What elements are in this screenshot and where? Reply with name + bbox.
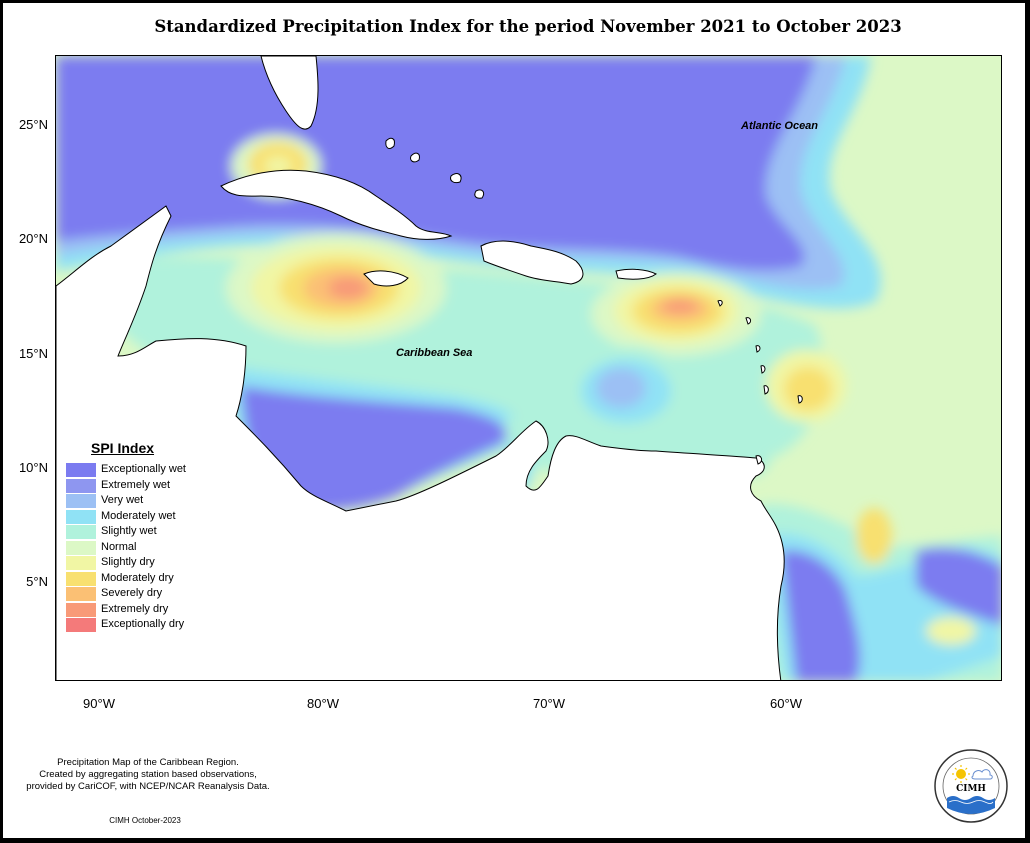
legend-swatch — [66, 602, 96, 617]
credit-line-2: Created by aggregating station based obs… — [39, 769, 257, 780]
credit-text: Precipitation Map of the Caribbean Regio… — [6, 757, 290, 793]
lat-tick-15n: 15°N — [18, 346, 48, 361]
map-title: Standardized Precipitation Index for the… — [154, 17, 902, 36]
legend-swatch — [66, 571, 96, 586]
lat-tick-5n: 5°N — [26, 574, 48, 589]
legend-swatch — [66, 540, 96, 555]
legend-swatch — [66, 509, 96, 524]
legend-label: Moderately wet — [101, 509, 176, 522]
lon-tick-80w: 80°W — [307, 696, 339, 711]
lon-tick-70w: 70°W — [533, 696, 565, 711]
legend-label: Extremely wet — [101, 478, 171, 491]
legend-label: Slightly dry — [101, 556, 155, 568]
lat-tick-10n: 10°N — [18, 460, 48, 475]
caribbean-sea-label: Caribbean Sea — [396, 347, 473, 359]
legend-label: Moderately dry — [101, 571, 174, 584]
land-masses — [56, 56, 803, 680]
legend-label: Extremely dry — [101, 602, 169, 615]
legend-label: Exceptionally wet — [101, 463, 186, 475]
legend-title: SPI Index — [91, 440, 155, 456]
legend-swatch — [66, 494, 96, 508]
legend-swatch — [66, 587, 96, 601]
lon-tick-90w: 90°W — [83, 696, 115, 711]
spi-map: Atlantic Ocean Caribbean Sea — [55, 55, 1002, 681]
legend-label: Normal — [101, 540, 137, 553]
logo-text: CIMH — [956, 784, 986, 794]
legend-label: Exceptionally dry — [101, 618, 185, 630]
credit-line-3: provided by CariCOF, with NCEP/NCAR Rean… — [26, 781, 270, 792]
legend-swatch — [66, 478, 96, 493]
legend-swatch — [66, 463, 96, 477]
legend-swatch — [66, 556, 96, 570]
lat-tick-20n: 20°N — [18, 231, 48, 246]
credit-date: CIMH October-2023 — [109, 816, 181, 825]
spi-map-canvas — [56, 56, 1001, 680]
legend-swatch — [66, 525, 96, 539]
legend-label: Severely dry — [101, 587, 163, 599]
legend-swatch — [66, 618, 96, 632]
cimh-logo-icon: CIMH — [933, 748, 1009, 824]
lon-tick-60w: 60°W — [770, 696, 802, 711]
legend-label: Slightly wet — [101, 525, 157, 537]
legend-label: Very wet — [101, 494, 144, 506]
lat-tick-25n: 25°N — [18, 117, 48, 132]
credit-line-1: Precipitation Map of the Caribbean Regio… — [57, 757, 239, 768]
atlantic-ocean-label: Atlantic Ocean — [741, 120, 819, 132]
